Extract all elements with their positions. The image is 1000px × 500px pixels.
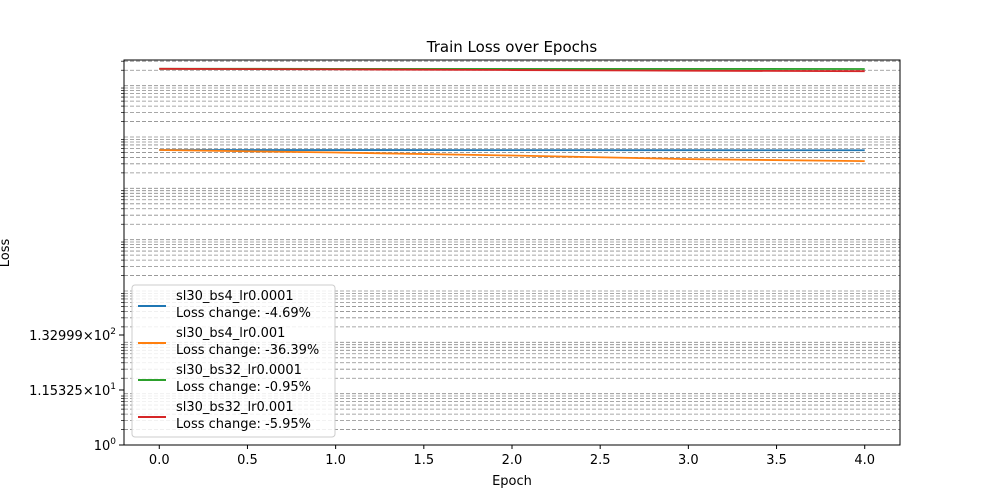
legend-series-name: sl30_bs4_lr0.0001 (176, 289, 294, 304)
x-tick-label: 0.5 (237, 453, 258, 468)
y-tick-exponent: 2 (110, 327, 116, 337)
y-tick-label: 100 (94, 437, 117, 454)
x-tick-label: 2.0 (502, 453, 523, 468)
legend-loss-change: Loss change: -5.95% (176, 417, 311, 432)
legend-series-name: sl30_bs4_lr0.001 (176, 326, 285, 341)
y-tick-base: 1.32999×10 (29, 329, 110, 344)
y-tick-base: 1.15325×10 (29, 384, 110, 399)
legend-series-name: sl30_bs32_lr0.001 (176, 400, 294, 415)
y-axis-label: Loss (0, 239, 13, 268)
y-tick-label: 1.32999×102 (29, 327, 116, 344)
x-axis-label: Epoch (492, 474, 532, 489)
x-axis-ticks: 0.0 0.5 1.0 1.5 2.0 2.5 3.0 3.5 4.0 (149, 445, 875, 468)
chart-title: Train Loss over Epochs (426, 38, 598, 56)
y-tick-label: 1.15325×101 (29, 382, 116, 399)
x-tick-label: 3.0 (678, 453, 699, 468)
legend-series-name: sl30_bs32_lr0.0001 (176, 363, 302, 378)
series-line (159, 67, 865, 73)
y-tick-exponent: 0 (110, 437, 116, 447)
y-tick-exponent: 1 (110, 382, 116, 392)
legend-loss-change: Loss change: -4.69% (176, 306, 311, 321)
legend-loss-change: Loss change: -36.39% (176, 343, 319, 358)
series-line (159, 149, 865, 163)
x-tick-label: 3.5 (766, 453, 787, 468)
series-lines (159, 67, 865, 163)
x-tick-label: 0.0 (149, 453, 170, 468)
legend-loss-change: Loss change: -0.95% (176, 380, 311, 395)
y-tick-base: 10 (94, 439, 111, 454)
x-tick-label: 2.5 (590, 453, 611, 468)
x-tick-label: 1.0 (325, 453, 346, 468)
y-axis-ticks: 1.32999×102 1.15325×101 100 (29, 60, 124, 454)
legend-box (131, 284, 336, 438)
x-tick-label: 4.0 (854, 453, 875, 468)
legend: sl30_bs4_lr0.0001 Loss change: -4.69% sl30… (131, 284, 336, 438)
x-tick-label: 1.5 (413, 453, 434, 468)
